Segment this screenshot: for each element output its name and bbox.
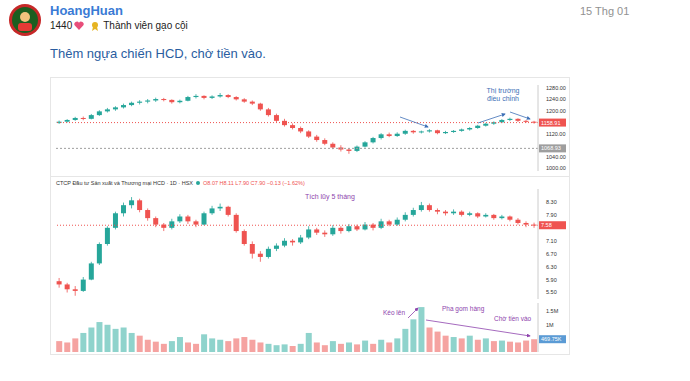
html-text:1440: 1440 [50, 20, 73, 31]
html-text:Thành viên gạo cội: Thành viên gạo cội [103, 20, 188, 31]
svg-text:1068.93: 1068.93 [541, 145, 561, 151]
svg-text:1120.00: 1120.00 [546, 131, 565, 137]
html-text:Pha gom hàng: Pha gom hàng [442, 305, 485, 312]
svg-text:1280.00: 1280.00 [546, 85, 566, 91]
html-text:O8.07 H8.11 L7.90 C7.90 −0.13: O8.07 H8.11 L7.90 C7.90 −0.13 (−1.62%) [203, 180, 305, 186]
svg-text:7.58: 7.58 [541, 222, 552, 228]
html-text:Thêm ngựa chiến HCD, chờ tiền: Thêm ngựa chiến HCD, chờ tiền vào. [50, 46, 266, 61]
svg-text:5.90: 5.90 [546, 277, 557, 283]
svg-text:1000.00: 1000.00 [546, 165, 566, 171]
svg-text:1.5M: 1.5M [546, 308, 559, 314]
svg-text:1240.00: 1240.00 [546, 96, 566, 102]
svg-text:1200.00: 1200.00 [546, 108, 566, 114]
svg-text:6.70: 6.70 [546, 251, 557, 257]
svg-text:1040.00: 1040.00 [546, 154, 566, 160]
html-text:Kéo lên: Kéo lên [383, 309, 405, 316]
html-text:CTCP Đầu tư Sản xuất và Thương: CTCP Đầu tư Sản xuất và Thương mại HCD ·… [56, 180, 193, 186]
html-text:Tích lũy 5 tháng: Tích lũy 5 tháng [305, 193, 355, 200]
html-text:HoangHuan: HoangHuan [50, 3, 123, 18]
html-text:Thị trường điều chỉnh: Thị trường điều chỉnh [486, 87, 520, 102]
svg-text:1158.91: 1158.91 [541, 120, 560, 126]
html-text:Chờ tiền vào: Chờ tiền vào [494, 315, 532, 322]
svg-text:1M: 1M [546, 322, 554, 328]
svg-text:7.90: 7.90 [546, 212, 557, 218]
svg-text:7.10: 7.10 [546, 238, 557, 244]
svg-text:469.75K: 469.75K [541, 336, 562, 342]
html-text:15 Thg 01: 15 Thg 01 [580, 5, 630, 17]
svg-text:8.30: 8.30 [546, 199, 557, 205]
svg-text:6.30: 6.30 [546, 264, 557, 270]
svg-text:5.50: 5.50 [546, 289, 557, 295]
